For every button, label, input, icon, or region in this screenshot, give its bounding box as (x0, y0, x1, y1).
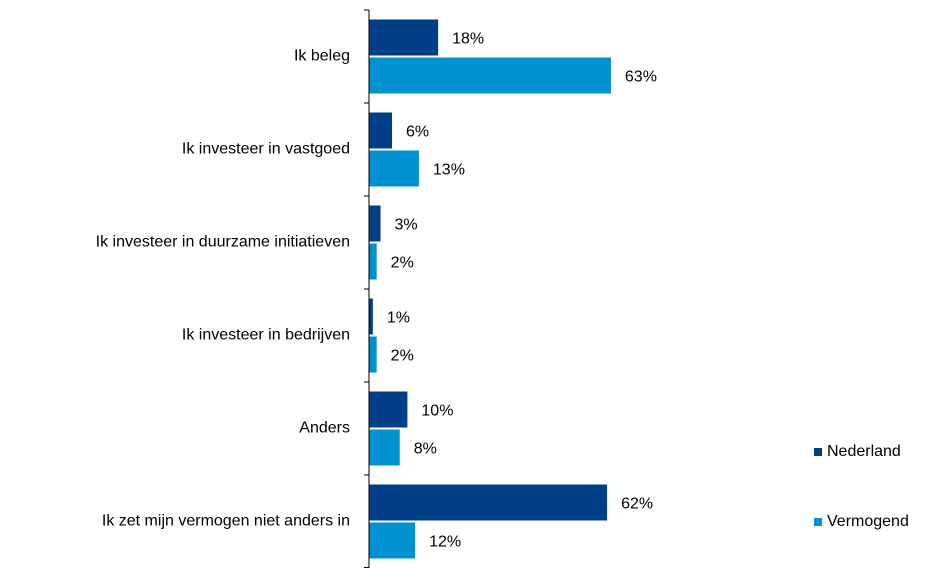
value-label: 3% (395, 217, 418, 234)
value-label: 2% (391, 255, 414, 272)
bar (369, 150, 419, 187)
bar (369, 484, 608, 521)
category-label: Ik investeer in vastgoed (182, 141, 350, 158)
bar (369, 298, 373, 335)
category-label: Ik investeer in bedrijven (182, 327, 350, 344)
value-label: 1% (387, 310, 410, 327)
bar (369, 391, 408, 428)
legend-label: Vermogend (827, 513, 909, 530)
legend-swatch (814, 518, 822, 526)
category-label: Anders (299, 420, 350, 437)
legend-swatch (814, 448, 822, 456)
bar (369, 112, 393, 149)
category-label: Ik beleg (294, 48, 350, 65)
value-label: 8% (414, 441, 437, 458)
legend-label: Nederland (827, 443, 901, 460)
value-label: 18% (452, 31, 484, 48)
category-label: Ik zet mijn vermogen niet anders in (102, 513, 350, 530)
bar (369, 57, 611, 94)
value-label: 13% (433, 162, 465, 179)
value-label: 10% (421, 403, 453, 420)
bar (369, 19, 439, 56)
bar (369, 243, 377, 280)
bar (369, 336, 377, 373)
value-label: 12% (429, 534, 461, 551)
bar (369, 205, 381, 242)
value-label: 6% (406, 124, 429, 141)
value-label: 63% (625, 69, 657, 86)
category-label: Ik investeer in duurzame initiatieven (96, 234, 350, 251)
bar (369, 522, 416, 559)
value-label: 2% (391, 348, 414, 365)
bar (369, 429, 400, 466)
value-label: 62% (621, 496, 653, 513)
